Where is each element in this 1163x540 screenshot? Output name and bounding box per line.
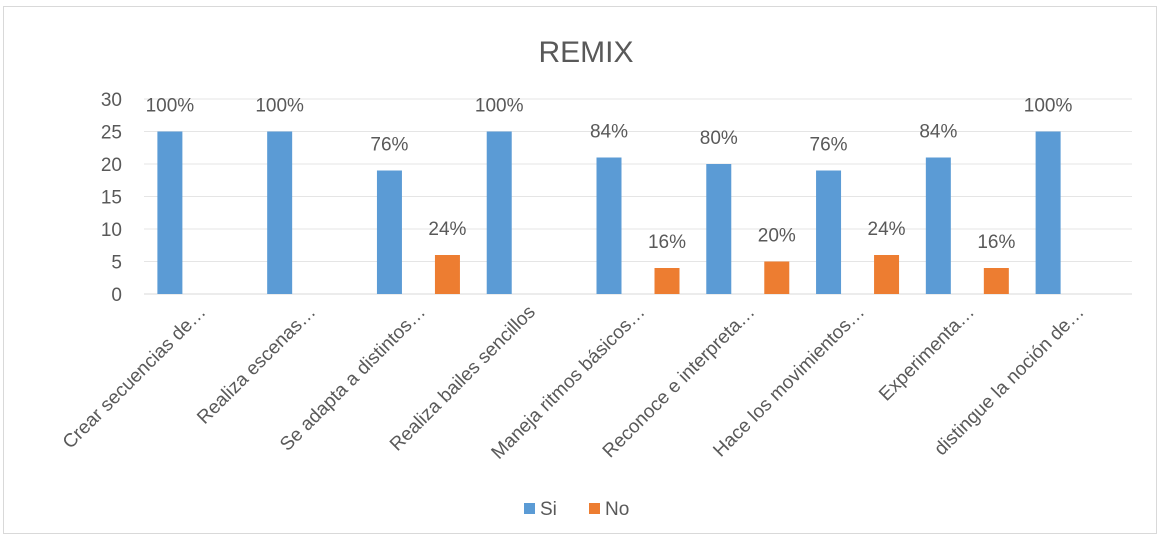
bar-si: [267, 131, 293, 294]
gridlines: [144, 98, 1132, 295]
bar-no: [874, 255, 900, 294]
bar-si: [816, 170, 842, 294]
data-label: 84%: [590, 122, 628, 143]
y-axis-ticks: 0 5 10 15 20 25 30: [101, 90, 122, 306]
legend-label-no: No: [605, 499, 629, 520]
data-label: 20%: [758, 226, 796, 247]
bar-no: [434, 255, 460, 294]
data-labels: 100% 100% 76% 100% 84% 80% 76% 84% 100% 24% 16% 20%…: [146, 96, 1073, 254]
data-label: 24%: [428, 219, 466, 240]
data-label: 24%: [868, 219, 906, 240]
chart-frame: REMIX 0 5 10 15 20 25 30 100% 100% 76% 100% 84% 80%…: [3, 6, 1157, 534]
bar-si: [596, 157, 622, 294]
legend-swatch-si: [524, 503, 535, 514]
data-label: 84%: [919, 122, 957, 143]
x-tick-label: Crear secuencias de…: [59, 302, 211, 454]
bars: [157, 131, 1061, 294]
bar-chart: REMIX 0 5 10 15 20 25 30 100% 100% 76% 100% 84% 80%…: [59, 36, 1132, 520]
bar-no: [764, 261, 790, 294]
x-tick-label: Realiza escenas…: [193, 302, 320, 429]
y-tick-label: 5: [111, 253, 122, 274]
data-label: 100%: [475, 96, 524, 117]
legend: Si No: [524, 499, 629, 520]
bar-si: [925, 157, 951, 294]
y-tick-label: 30: [101, 90, 122, 111]
data-label: 80%: [700, 128, 738, 149]
data-label: 16%: [977, 232, 1015, 253]
bar-si: [486, 131, 512, 294]
data-label: 100%: [255, 96, 304, 117]
y-tick-label: 10: [101, 220, 122, 241]
y-tick-label: 15: [101, 188, 122, 209]
y-tick-label: 0: [111, 285, 122, 306]
bar-si: [706, 164, 732, 294]
bar-si: [376, 170, 402, 294]
chart-title: REMIX: [538, 36, 633, 69]
data-label: 76%: [810, 135, 848, 156]
data-label: 16%: [648, 232, 686, 253]
bar-no: [654, 268, 680, 294]
legend-label-si: Si: [540, 499, 557, 520]
x-axis-labels: Crear secuencias de…Realiza escenas…Se a…: [59, 302, 1089, 464]
y-tick-label: 20: [101, 155, 122, 176]
bar-si: [1035, 131, 1061, 294]
y-tick-label: 25: [101, 123, 122, 144]
data-label: 100%: [146, 96, 195, 117]
data-label: 76%: [370, 135, 408, 156]
bar-si: [157, 131, 183, 294]
data-label: 100%: [1024, 96, 1073, 117]
legend-swatch-no: [589, 503, 600, 514]
x-tick-label: Experimenta…: [875, 302, 979, 406]
bar-no: [983, 268, 1009, 294]
